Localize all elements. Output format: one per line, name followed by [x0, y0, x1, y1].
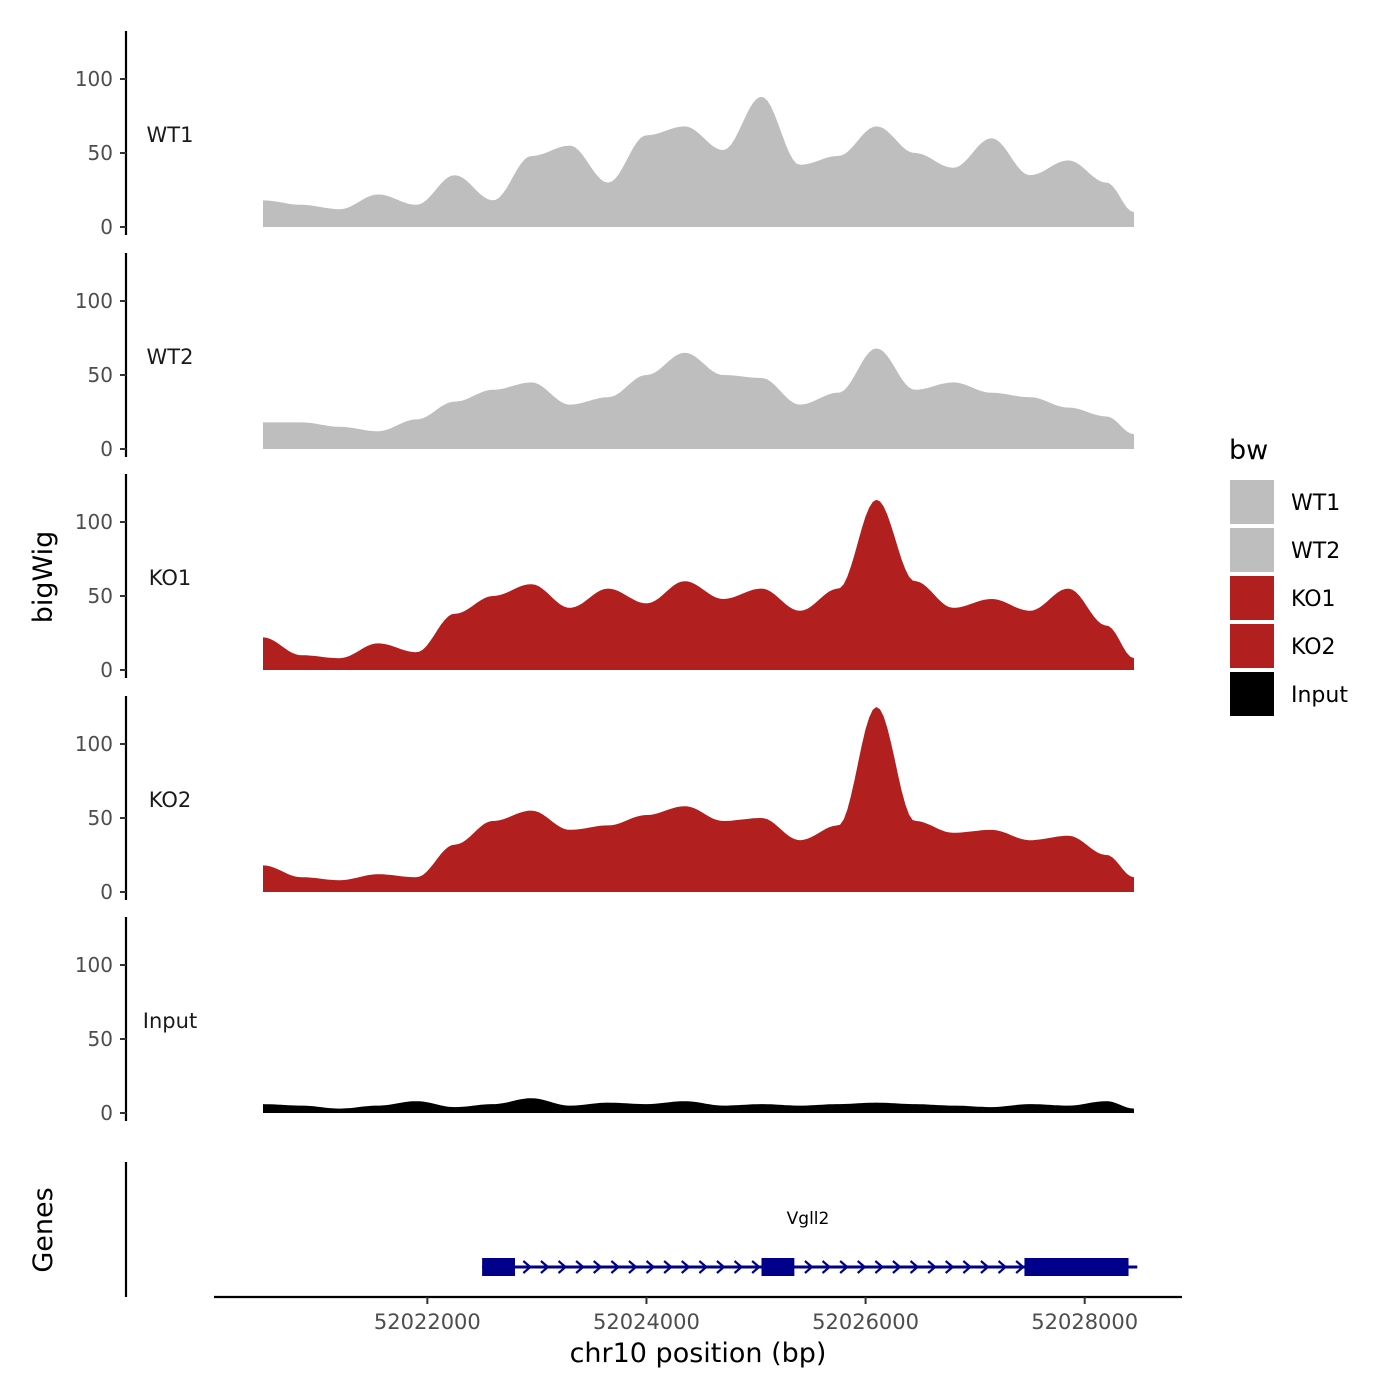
strand-chevron [980, 1260, 990, 1274]
track-label-wt2: WT2 [147, 345, 194, 369]
y-tick-label: 0 [100, 880, 113, 904]
gene-exon [1024, 1258, 1129, 1276]
y-tick-label: 100 [75, 289, 113, 313]
legend-item-wt2: WT2 [1230, 528, 1340, 572]
strand-chevron [645, 1260, 656, 1274]
strand-chevron [610, 1260, 621, 1274]
track-label-input: Input [143, 1009, 197, 1033]
x-tick-label: 52024000 [593, 1310, 700, 1334]
track-wt2: 0 50 100 WT2 [75, 253, 1134, 461]
legend-item-ko2: KO2 [1230, 624, 1336, 668]
strand-chevron [698, 1260, 709, 1274]
strand-chevron [557, 1260, 568, 1274]
y-tick-label: 100 [75, 510, 113, 534]
strand-chevron [857, 1260, 867, 1274]
legend: bw WT1 WT2 KO1 KO2 Input [1229, 435, 1348, 716]
gene-exon [761, 1258, 795, 1276]
strand-chevron [716, 1260, 726, 1274]
gene-track-panel: Vgll2 [124, 1162, 1138, 1297]
y-tick-label: 50 [88, 363, 113, 387]
strand-chevron [1015, 1260, 1025, 1274]
y-tick-label: 50 [88, 141, 113, 165]
track-ko2: 0 50 100 KO2 [75, 696, 1134, 904]
strand-chevron [874, 1260, 885, 1274]
track-ko1: 0 50 100 KO1 [75, 474, 1134, 682]
x-tick-label: 52028000 [1031, 1310, 1138, 1334]
legend-swatch [1230, 672, 1274, 716]
legend-swatch [1230, 528, 1274, 572]
x-tick-label: 52026000 [812, 1310, 919, 1334]
legend-item-ko1: KO1 [1230, 576, 1336, 620]
track-input: 0 50 100 Input [75, 917, 1134, 1125]
strand-chevron [909, 1260, 920, 1274]
y-tick-label: 0 [100, 658, 113, 682]
legend-swatch [1230, 624, 1274, 668]
y-tick-label: 50 [88, 1027, 113, 1051]
legend-title: bw [1229, 435, 1268, 466]
strand-chevron [821, 1260, 832, 1274]
legend-label: Input [1291, 683, 1348, 708]
gene-exon [482, 1258, 515, 1276]
track-wt1: 0 50 100 WT1 [75, 31, 1134, 239]
signal-area-input [263, 1098, 1134, 1113]
legend-swatch [1230, 480, 1274, 524]
y-tick-label: 100 [75, 953, 113, 977]
strand-chevron [997, 1260, 1008, 1274]
gene-track-title: Genes [28, 1187, 59, 1272]
legend-item-input: Input [1230, 672, 1348, 716]
y-tick-label: 50 [88, 584, 113, 608]
strand-chevron [575, 1260, 585, 1274]
signal-area-wt1 [263, 96, 1134, 228]
legend-item-wt1: WT1 [1230, 480, 1340, 524]
signal-tracks: 0 50 100 WT1 0 50 100 WT2 0 50 100 KO1 0 50 100 KO2 0 50 1… [75, 31, 1134, 1125]
strand-chevron [945, 1260, 955, 1274]
gene-name-label: Vgll2 [787, 1209, 830, 1229]
strand-chevron [522, 1260, 533, 1274]
x-tick-label: 52022000 [374, 1310, 481, 1334]
y-tick-label: 100 [75, 67, 113, 91]
strand-chevron [593, 1260, 603, 1274]
y-tick-label: 0 [100, 437, 113, 461]
strand-chevron [733, 1260, 744, 1274]
y-tick-label: 0 [100, 215, 113, 239]
track-label-wt1: WT1 [147, 123, 194, 147]
gene-vgll2: Vgll2 [482, 1209, 1138, 1276]
signal-area-wt2 [263, 348, 1134, 449]
strand-chevron [927, 1260, 937, 1274]
strand-chevron [892, 1260, 902, 1274]
strand-chevron [804, 1260, 814, 1274]
legend-label: WT2 [1291, 539, 1340, 564]
strand-chevron [681, 1260, 691, 1274]
y-tick-label: 50 [88, 806, 113, 830]
track-label-ko1: KO1 [149, 566, 192, 590]
strand-chevron [628, 1260, 638, 1274]
signal-area-ko1 [263, 499, 1134, 670]
signal-area-ko2 [263, 707, 1134, 892]
legend-swatch [1230, 576, 1274, 620]
strand-chevron [839, 1260, 849, 1274]
y-axis-title: bigWig [28, 531, 59, 624]
strand-chevron [540, 1260, 550, 1274]
strand-chevron [751, 1260, 761, 1274]
strand-chevron [962, 1260, 973, 1274]
legend-label: KO1 [1291, 587, 1336, 612]
legend-label: KO2 [1291, 635, 1336, 660]
y-tick-label: 100 [75, 732, 113, 756]
x-axis-title: chr10 position (bp) [570, 1338, 827, 1369]
x-axis: 52022000 52024000 52026000 52028000 [214, 1295, 1182, 1334]
y-tick-label: 0 [100, 1101, 113, 1125]
track-label-ko2: KO2 [149, 788, 192, 812]
strand-chevron [663, 1260, 673, 1274]
legend-label: WT1 [1291, 491, 1340, 516]
